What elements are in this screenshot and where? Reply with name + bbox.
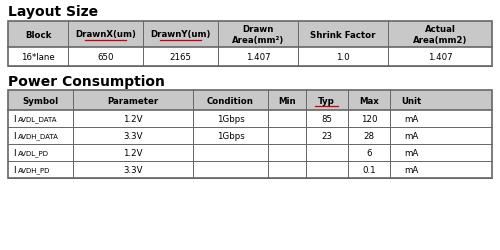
Text: mA: mA <box>404 132 418 140</box>
Text: mA: mA <box>404 148 418 157</box>
Text: I: I <box>13 148 16 157</box>
Text: 120: 120 <box>360 114 377 124</box>
Text: Shrink Factor: Shrink Factor <box>310 30 376 39</box>
Text: DrawnY(um): DrawnY(um) <box>150 30 210 39</box>
Text: 1.407: 1.407 <box>246 53 270 62</box>
Text: DrawnX(um): DrawnX(um) <box>75 30 136 39</box>
Text: I: I <box>13 114 16 124</box>
Text: Symbol: Symbol <box>22 96 59 105</box>
Text: mA: mA <box>404 114 418 124</box>
Text: Drawn
Area(mm²): Drawn Area(mm²) <box>232 25 284 44</box>
Text: 85: 85 <box>321 114 332 124</box>
Text: 2165: 2165 <box>170 53 192 62</box>
Bar <box>8 48 492 67</box>
Text: 3.3V: 3.3V <box>123 132 142 140</box>
Bar <box>8 91 492 178</box>
Text: 16*lane: 16*lane <box>21 53 55 62</box>
Text: 1.2V: 1.2V <box>123 114 142 124</box>
Text: 1.2V: 1.2V <box>123 148 142 157</box>
Text: 28: 28 <box>364 132 374 140</box>
Bar <box>8 161 492 178</box>
Text: Min: Min <box>278 96 295 105</box>
Text: Typ: Typ <box>318 96 335 105</box>
Text: I: I <box>13 165 16 174</box>
Text: 23: 23 <box>321 132 332 140</box>
Bar <box>8 22 492 48</box>
Text: Actual
Area(mm2): Actual Area(mm2) <box>413 25 467 44</box>
Text: Unit: Unit <box>401 96 421 105</box>
Bar <box>8 91 492 110</box>
Text: I: I <box>13 132 16 140</box>
Text: AVDL_DATA: AVDL_DATA <box>18 116 57 123</box>
Text: 1.0: 1.0 <box>336 53 349 62</box>
Bar <box>8 128 492 144</box>
Text: Condition: Condition <box>207 96 254 105</box>
Text: AVDL_PD: AVDL_PD <box>18 150 48 157</box>
Text: Layout Size: Layout Size <box>8 5 98 19</box>
Text: 3.3V: 3.3V <box>123 165 142 174</box>
Bar <box>8 144 492 161</box>
Text: Max: Max <box>359 96 379 105</box>
Text: 1Gbps: 1Gbps <box>216 132 244 140</box>
Bar <box>8 110 492 128</box>
Text: Block: Block <box>25 30 52 39</box>
Text: 650: 650 <box>98 53 114 62</box>
Text: 1.407: 1.407 <box>428 53 452 62</box>
Text: 6: 6 <box>366 148 372 157</box>
Text: Parameter: Parameter <box>107 96 158 105</box>
Text: 0.1: 0.1 <box>362 165 376 174</box>
Text: 1Gbps: 1Gbps <box>216 114 244 124</box>
Text: AVDH_PD: AVDH_PD <box>18 167 50 174</box>
Bar <box>8 22 492 67</box>
Text: Power Consumption: Power Consumption <box>8 75 165 89</box>
Text: mA: mA <box>404 165 418 174</box>
Text: AVDH_DATA: AVDH_DATA <box>18 133 58 140</box>
